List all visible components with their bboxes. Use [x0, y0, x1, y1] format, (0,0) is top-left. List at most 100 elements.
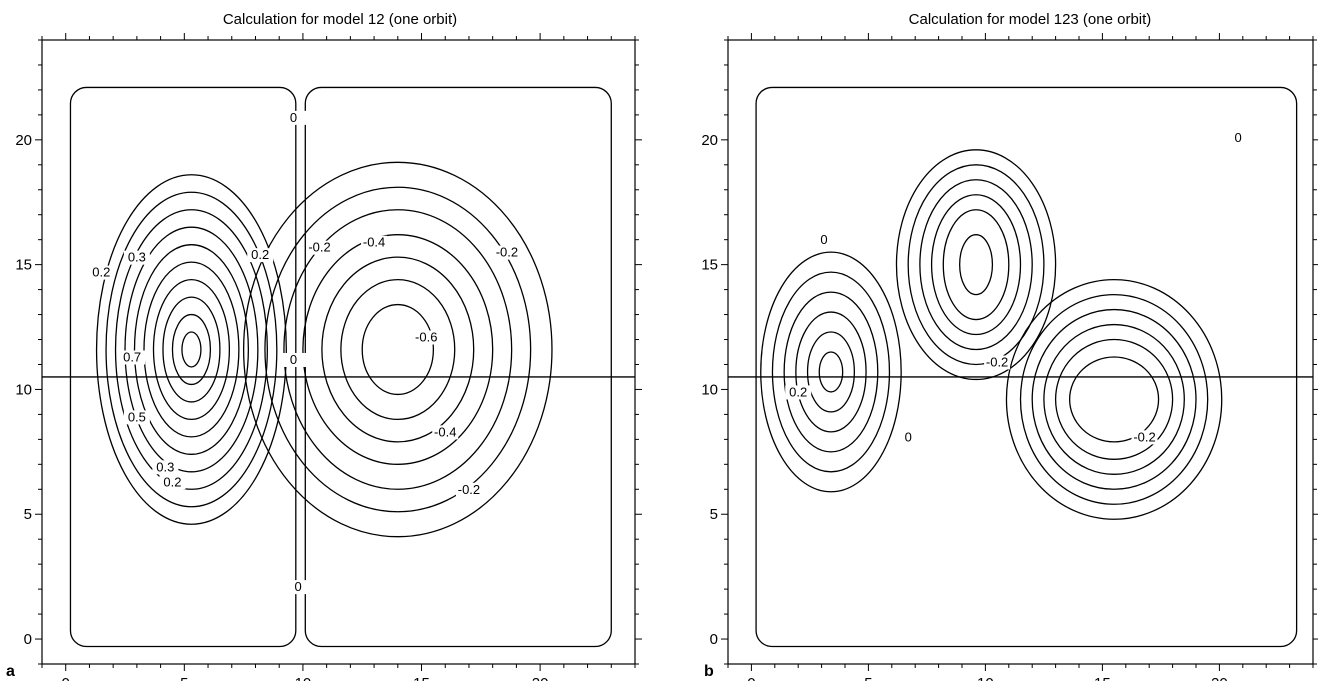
y-tick-label: 20: [15, 132, 32, 149]
positive-contour-1-1: [95, 174, 287, 525]
contour-label: 0: [295, 579, 302, 594]
contour-label: -0.2: [496, 245, 518, 260]
contour-label-background: [88, 265, 115, 280]
negative-contour-2-4: [930, 194, 1022, 336]
contour-label: -0.2: [1133, 429, 1155, 444]
negative-contour-2-5: [321, 256, 475, 443]
zero-contour-1: [755, 86, 1298, 648]
contour-label-background: [123, 250, 150, 265]
positive-contour-1-4: [795, 311, 867, 433]
negative-contour-2-4: [302, 234, 494, 465]
plot-frame: [41, 39, 636, 665]
contour-label: 0.3: [128, 250, 146, 265]
contour-label-background: [123, 410, 150, 425]
positive-contour-1-10: [181, 331, 202, 368]
negative-contour-2-3: [919, 179, 1033, 351]
contour-label: -0.4: [363, 235, 385, 250]
positive-contour-1-5: [806, 331, 856, 413]
contour-label: 0: [290, 110, 297, 125]
contour-label-background: [413, 330, 440, 345]
positive-contour-1-1: [760, 251, 902, 493]
negative-contour-2-5: [942, 209, 1010, 321]
chart-panel-b: Calculation for model 123 (one orbit) b …: [701, 11, 1318, 681]
negative-contour-3-2: [1019, 293, 1209, 505]
chart-panel-a: Calculation for model 12 (one orbit) a 0…: [6, 11, 642, 681]
y-tick-label: 5: [24, 506, 32, 523]
contour-label-background: [1131, 430, 1158, 445]
positive-contour-1-2: [771, 271, 891, 473]
contour-label-background: [285, 580, 312, 595]
y-tick-label: 10: [15, 381, 32, 398]
contour-label-background: [810, 233, 837, 248]
x-tick-label: 10: [977, 675, 994, 681]
negative-contour-3-1: [1005, 278, 1223, 520]
negative-contour-2-6: [959, 234, 994, 296]
y-tick-label: 5: [710, 506, 718, 523]
contour-label: 0.2: [92, 265, 110, 280]
positive-contour-1-8: [162, 296, 221, 403]
zero-contour-1: [69, 86, 297, 648]
x-tick-label: 0: [62, 675, 70, 681]
negative-contour-3-5: [1054, 338, 1174, 460]
positive-contour-1-5: [133, 244, 250, 455]
contour-label: 0.5: [128, 409, 146, 424]
x-tick-label: 15: [413, 675, 430, 681]
positive-contour-1-3: [783, 291, 879, 453]
contour-label: 0.2: [251, 247, 269, 262]
positive-contour-1-4: [124, 226, 259, 473]
negative-contour-3-3: [1031, 308, 1197, 490]
contour-label-background: [455, 482, 482, 497]
contour-label: -0.4: [434, 424, 456, 439]
chart-title-b: Calculation for model 123 (one orbit): [909, 11, 1152, 28]
contour-label: 0: [1235, 130, 1242, 145]
negative-contour-2-2: [907, 164, 1045, 366]
contour-label-background: [785, 385, 812, 400]
contour-label-background: [306, 240, 333, 255]
negative-contour-2-1: [895, 149, 1057, 381]
positive-contour-1-7: [152, 278, 231, 421]
x-tick-label: 20: [532, 675, 549, 681]
positive-contour-1-2: [105, 191, 278, 508]
contour-label-background: [152, 460, 179, 475]
positive-contour-1-9: [171, 313, 212, 386]
chart-title-a: Calculation for model 12 (one orbit): [223, 11, 457, 28]
y-tick-label: 15: [15, 257, 32, 274]
contour-label-background: [1225, 130, 1252, 145]
contour-label-background: [432, 425, 459, 440]
y-tick-label: 10: [701, 381, 718, 398]
y-tick-label: 0: [710, 631, 718, 648]
x-tick-label: 20: [1211, 675, 1228, 681]
panel-letter-a: a: [6, 663, 15, 680]
negative-contour-3-4: [1043, 323, 1185, 475]
x-tick-label: 0: [747, 675, 755, 681]
negative-contour-2-7: [361, 303, 435, 396]
negative-contour-3-6: [1068, 356, 1160, 443]
contour-label: -0.2: [308, 240, 330, 255]
contour-label: 0.7: [123, 349, 141, 364]
contour-label: 0.3: [156, 459, 174, 474]
y-tick-label: 20: [701, 132, 718, 149]
contour-label: 0: [290, 352, 297, 367]
contour-label-background: [984, 355, 1011, 370]
negative-contour-2-1: [242, 161, 553, 538]
positive-contour-1-6: [143, 261, 240, 438]
contour-label-background: [119, 350, 146, 365]
negative-contour-2-3: [283, 209, 513, 490]
contour-label: -0.2: [458, 482, 480, 497]
negative-contour-2-6: [340, 278, 456, 421]
contour-label: -0.6: [415, 330, 437, 345]
contour-label-background: [280, 352, 307, 367]
contour-label: -0.2: [986, 354, 1008, 369]
contour-label-background: [895, 430, 922, 445]
contour-label-background: [280, 110, 307, 125]
contour-label: 0: [905, 429, 912, 444]
contour-label: 0.2: [163, 474, 181, 489]
positive-contour-1-3: [114, 209, 268, 490]
contour-label: 0.2: [789, 384, 807, 399]
contour-label-background: [361, 235, 388, 250]
contour-label-background: [247, 248, 274, 263]
x-tick-label: 15: [1094, 675, 1111, 681]
contour-label-background: [493, 245, 520, 260]
y-tick-label: 0: [24, 631, 32, 648]
